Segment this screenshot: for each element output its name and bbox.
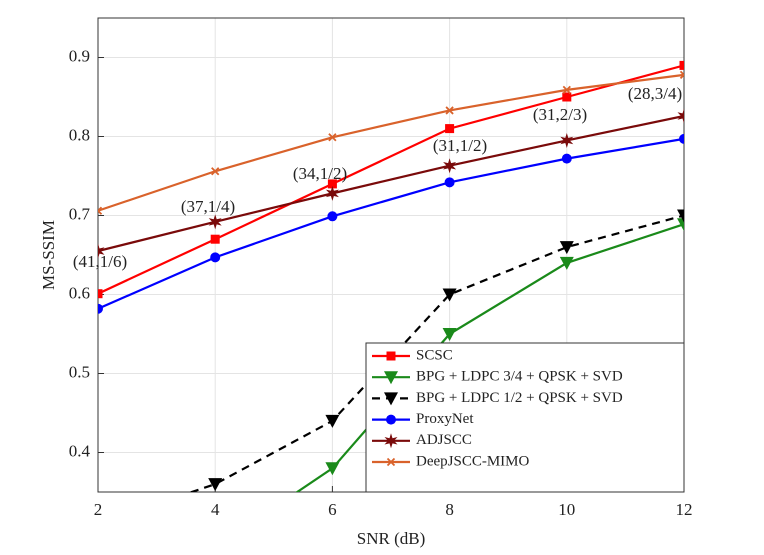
data-point [679,60,684,70]
legend-label: DeepJSCC-MIMO [416,453,530,469]
data-point [445,124,455,134]
annotation: (31,2/3) [533,105,587,124]
data-point [442,288,457,302]
annotation: (37,1/4) [181,197,235,216]
y-tick-label: 0.4 [69,441,91,460]
data-point [442,328,457,341]
x-tick-label: 12 [676,500,693,519]
data-point [443,158,457,174]
legend-label: BPG + LDPC 1/2 + QPSK + SVD [416,390,623,406]
y-tick-label: 0.7 [69,204,91,223]
x-tick-label: 2 [94,500,103,519]
data-point [91,518,105,531]
legend-label: ProxyNet [416,411,474,427]
series-line [98,137,684,310]
data-point [211,167,220,176]
legend-marker [384,392,398,406]
data-point [562,85,571,95]
data-point [325,414,340,428]
data-point [208,214,222,230]
x-tick-label: 6 [328,500,337,519]
legend-marker [386,414,396,425]
legend-marker [386,351,396,361]
y-axis-label: MS-SSIM [39,220,58,290]
legend-label: ADJSCC [416,432,472,448]
series-line [98,64,684,295]
data-point [210,252,221,263]
legend-marker [384,371,398,385]
data-point [98,303,103,314]
data-point [677,108,684,124]
data-point [327,179,337,189]
legend-label: BPG + LDPC 3/4 + QPSK + SVD [416,369,623,385]
y-tick-label: 0.5 [69,362,90,381]
data-point [677,209,684,223]
data-point [328,133,337,142]
y-tick-label: 0.8 [69,125,90,144]
x-tick-label: 10 [558,500,575,519]
data-point [559,241,574,255]
data-point [325,185,339,201]
data-point [325,462,340,476]
data-point [98,243,105,259]
data-point [561,153,572,164]
annotation: (34,1/2) [293,164,347,183]
x-tick-label: 8 [445,500,454,519]
series-line [98,73,684,212]
data-point [679,70,684,80]
data-point [560,132,574,148]
annotation: (28,3/4) [628,84,682,103]
data-point [562,92,572,102]
annotation: (41,1/6) [73,252,127,271]
x-tick-label: 4 [211,500,220,519]
data-point [679,133,684,144]
y-tick-label: 0.6 [69,283,90,302]
data-point [445,106,454,115]
data-point [210,234,220,244]
legend [365,342,685,493]
legend-marker [384,433,398,449]
legend-label: SCSC [416,347,453,363]
plot-area [91,60,684,554]
data-point [208,541,222,554]
data-point [98,289,103,299]
data-point [559,256,574,270]
data-point [208,478,223,492]
data-point [327,211,338,222]
data-point [98,206,103,215]
y-tick-label: 0.9 [69,46,90,65]
data-point [444,177,455,188]
data-point [677,218,684,232]
x-axis-label: SNR (dB) [357,529,425,548]
annotation: (31,1/2) [433,136,487,155]
legend-marker [386,457,396,467]
series-line [98,114,684,253]
